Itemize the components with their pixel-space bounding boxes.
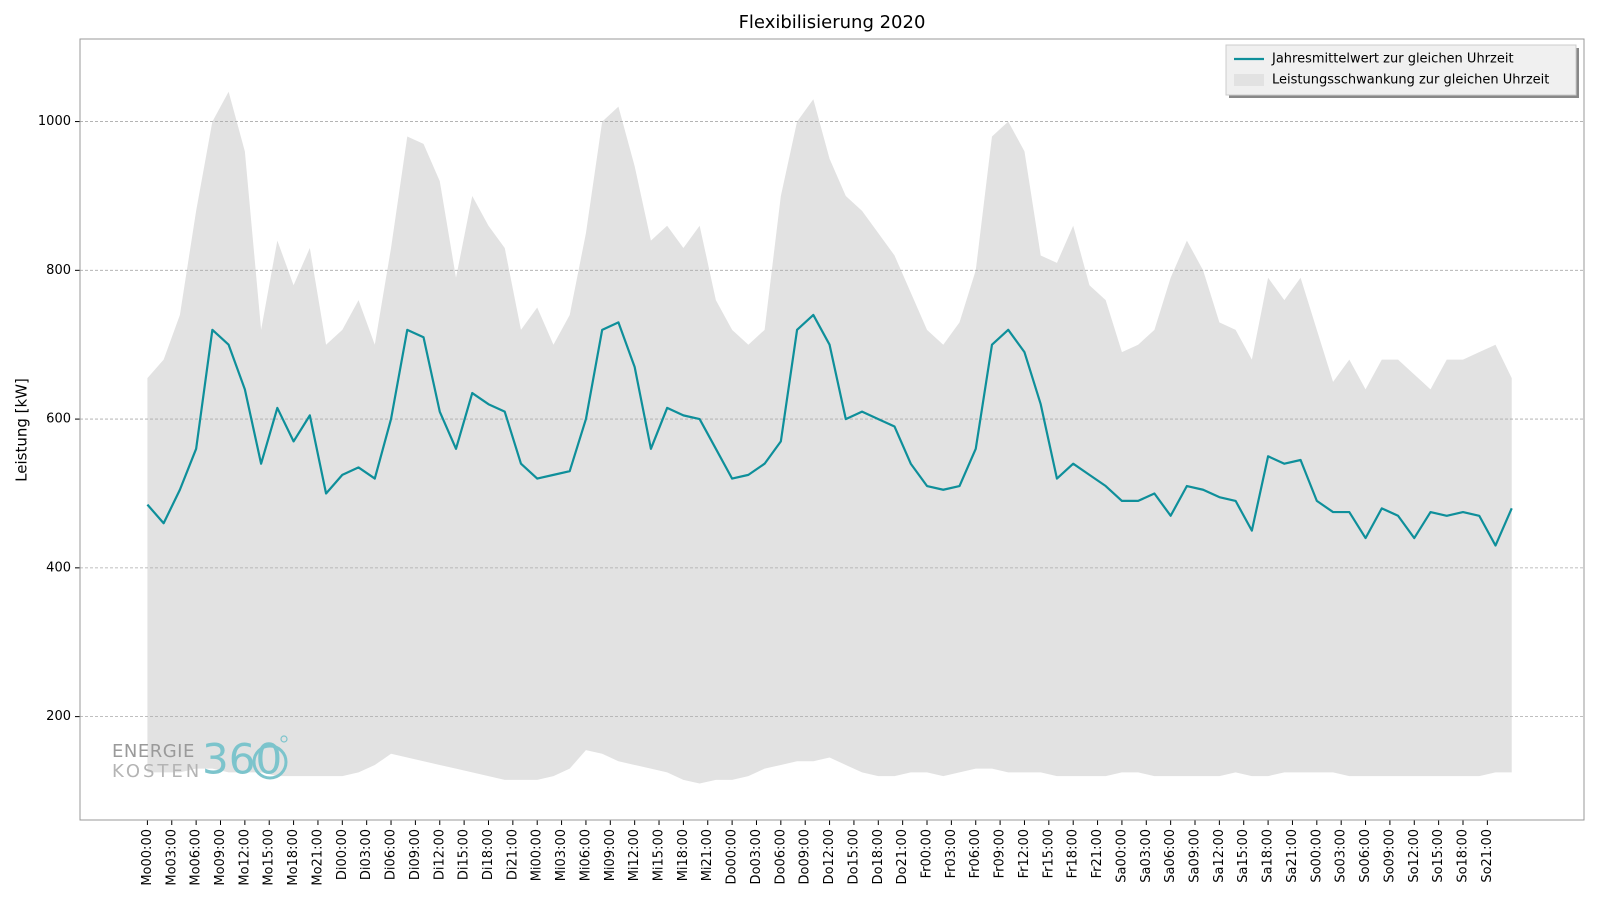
x-tick-label: Sa09:00	[1188, 829, 1203, 883]
x-tick-label: Fr18:00	[1066, 829, 1081, 878]
legend-box	[1225, 44, 1577, 96]
x-tick-label: Di12:00	[432, 829, 447, 880]
plot-frame	[79, 38, 1585, 821]
x-tick-label: Sa00:00	[1114, 829, 1129, 883]
x-tick-label: Mi06:00	[578, 829, 593, 881]
x-tick-label: Do00:00	[725, 829, 740, 884]
x-tick-label: Mi00:00	[530, 829, 545, 881]
y-tick-label: 400	[46, 560, 71, 575]
legend-swatch	[1234, 74, 1264, 86]
x-tick-label: Di09:00	[408, 829, 423, 880]
x-tick-label: Mo06:00	[189, 829, 204, 886]
x-tick-label: Do21:00	[895, 829, 910, 884]
y-tick-label: 800	[46, 263, 71, 278]
legend-label: Leistungsschwankung zur gleichen Uhrzeit	[1272, 73, 1549, 88]
x-tick-label: Mo12:00	[237, 829, 252, 886]
x-tick-label: Mo03:00	[164, 829, 179, 886]
x-tick-label: Mo09:00	[213, 829, 228, 886]
y-axis-label: Leistung [kW]	[13, 378, 31, 482]
x-tick-label: Sa12:00	[1212, 829, 1227, 883]
x-tick-label: Sa03:00	[1139, 829, 1154, 883]
logo-text: KOSTEN	[112, 761, 202, 782]
y-tick-label: 600	[46, 412, 71, 427]
x-tick-label: Di18:00	[481, 829, 496, 880]
x-tick-label: Fr06:00	[968, 829, 983, 878]
x-tick-label: Sa21:00	[1285, 829, 1300, 883]
x-tick-label: So03:00	[1334, 829, 1349, 883]
band-area	[147, 91, 1512, 784]
logo-text: 360	[202, 735, 282, 784]
x-tick-label: Fr21:00	[1090, 829, 1105, 878]
mean-line	[146, 313, 1513, 547]
x-tick-label: Fr12:00	[1017, 829, 1032, 878]
x-tick-label: Mo00:00	[140, 829, 155, 886]
x-tick-label: Fr00:00	[920, 829, 935, 878]
x-tick-label: So21:00	[1480, 829, 1495, 883]
x-tick-label: Sa18:00	[1261, 829, 1276, 883]
logo-dot	[280, 735, 288, 743]
x-tick-label: Fr15:00	[1041, 829, 1056, 878]
chart-title: Flexibilisierung 2020	[739, 12, 926, 33]
x-tick-label: So00:00	[1309, 829, 1324, 883]
logo-ring	[252, 744, 288, 780]
logo-text: ENERGIE	[112, 741, 195, 762]
x-tick-label: Do12:00	[822, 829, 837, 884]
x-tick-label: So15:00	[1431, 829, 1446, 883]
x-tick-label: Di15:00	[457, 829, 472, 880]
x-tick-label: Mi03:00	[554, 829, 569, 881]
x-tick-label: Sa15:00	[1236, 829, 1251, 883]
x-tick-label: Sa06:00	[1163, 829, 1178, 883]
x-tick-label: Mi21:00	[700, 829, 715, 881]
x-tick-label: Fr09:00	[993, 829, 1008, 878]
x-tick-label: Do18:00	[871, 829, 886, 884]
x-tick-label: Mi09:00	[603, 829, 618, 881]
x-tick-label: Di21:00	[505, 829, 520, 880]
x-tick-label: Mi18:00	[676, 829, 691, 881]
x-tick-label: Do06:00	[773, 829, 788, 884]
x-tick-label: So18:00	[1455, 829, 1470, 883]
x-tick-label: So12:00	[1407, 829, 1422, 883]
x-tick-label: Do03:00	[749, 829, 764, 884]
x-tick-label: Mo18:00	[286, 829, 301, 886]
legend-label: Jahresmittelwert zur gleichen Uhrzeit	[1271, 52, 1514, 67]
x-tick-label: Do15:00	[846, 829, 861, 884]
x-tick-label: Mo21:00	[310, 829, 325, 886]
x-tick-label: Fr03:00	[944, 829, 959, 878]
y-tick-label: 200	[46, 709, 71, 724]
x-tick-label: So06:00	[1358, 829, 1373, 883]
x-tick-label: Di00:00	[335, 829, 350, 880]
x-tick-label: Mo15:00	[262, 829, 277, 886]
x-tick-label: Do09:00	[798, 829, 813, 884]
x-tick-label: Di03:00	[359, 829, 374, 880]
x-tick-label: Mi15:00	[652, 829, 667, 881]
y-tick-label: 1000	[38, 114, 71, 129]
x-tick-label: Di06:00	[384, 829, 399, 880]
x-tick-label: Mi12:00	[627, 829, 642, 881]
x-tick-label: So09:00	[1382, 829, 1397, 883]
